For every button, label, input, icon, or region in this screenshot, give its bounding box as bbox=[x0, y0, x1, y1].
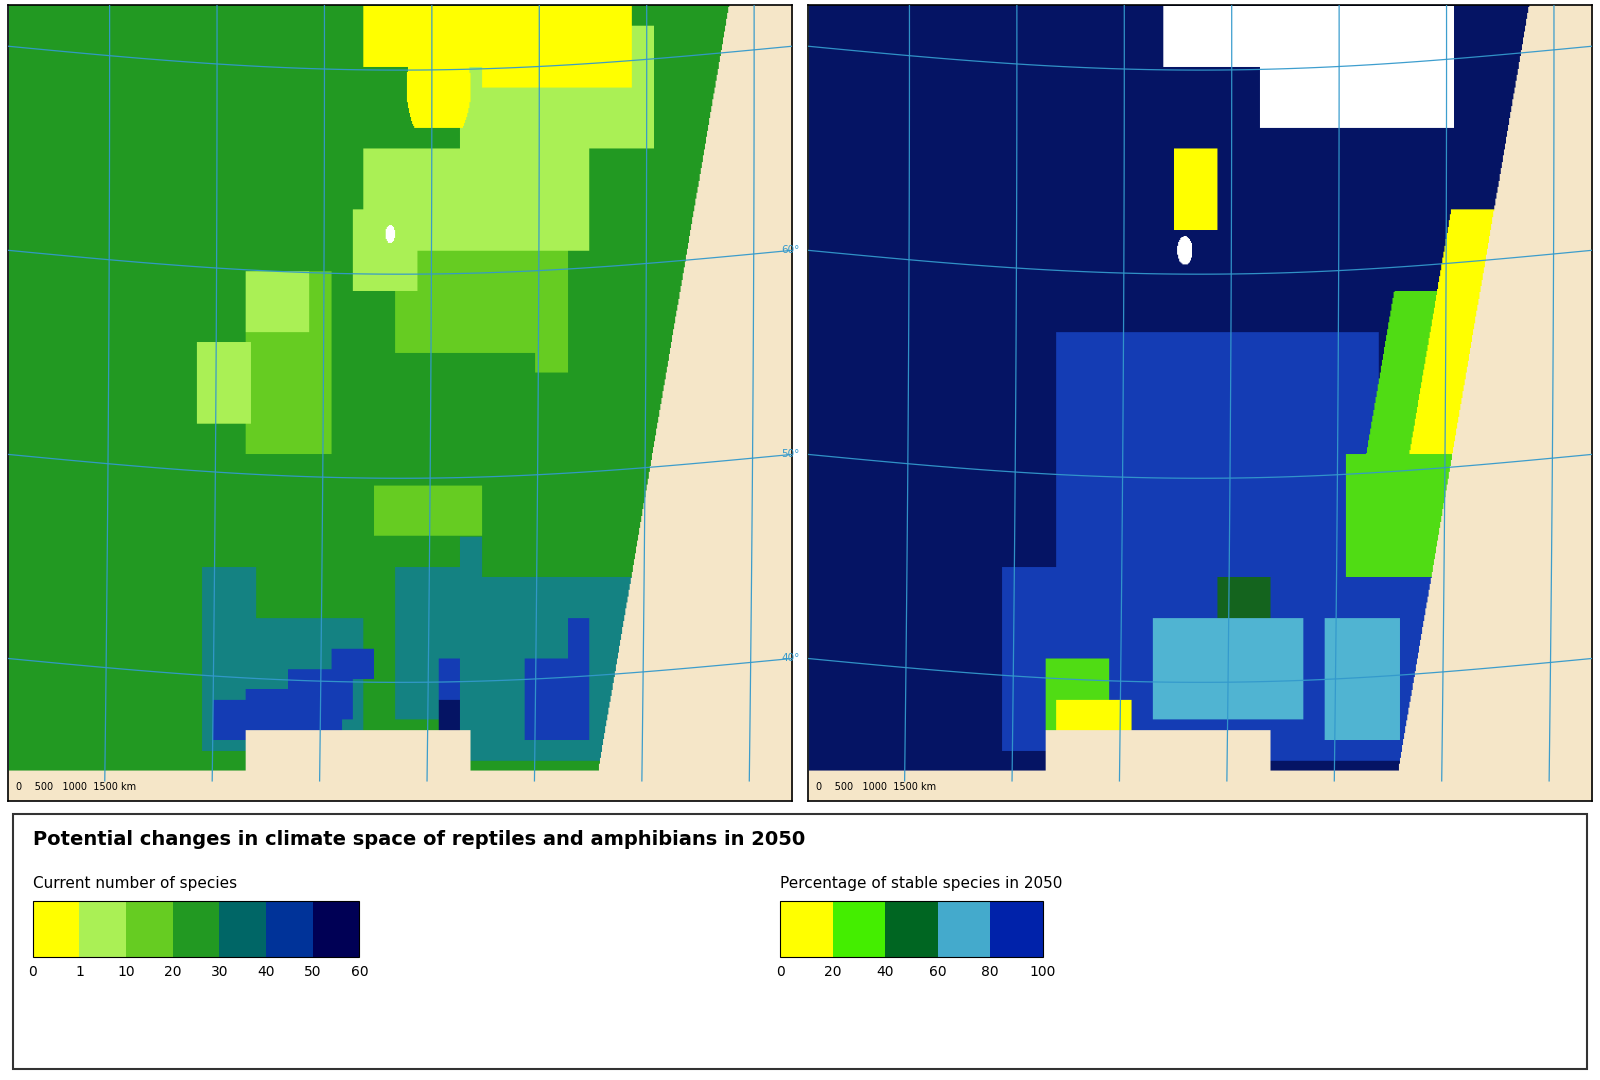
Text: 0    500   1000  1500 km: 0 500 1000 1500 km bbox=[816, 782, 936, 792]
Bar bbox=[312, 901, 360, 957]
Text: 0    500   1000  1500 km: 0 500 1000 1500 km bbox=[16, 782, 136, 792]
Bar bbox=[32, 901, 80, 957]
Bar bbox=[126, 901, 173, 957]
Text: 20: 20 bbox=[824, 966, 842, 980]
Text: 0: 0 bbox=[29, 966, 37, 980]
Text: 50°: 50° bbox=[781, 449, 800, 459]
Text: 60°: 60° bbox=[781, 245, 800, 255]
Text: 50: 50 bbox=[304, 966, 322, 980]
Bar bbox=[938, 901, 990, 957]
Text: Percentage of stable species in 2050: Percentage of stable species in 2050 bbox=[781, 876, 1062, 891]
Bar bbox=[32, 901, 360, 957]
Bar bbox=[80, 901, 126, 957]
Bar bbox=[219, 901, 266, 957]
Text: 100: 100 bbox=[1029, 966, 1056, 980]
Bar bbox=[832, 901, 885, 957]
Text: 60: 60 bbox=[350, 966, 368, 980]
Text: 60: 60 bbox=[928, 966, 947, 980]
Text: 0: 0 bbox=[776, 966, 784, 980]
Bar bbox=[885, 901, 938, 957]
Text: 30: 30 bbox=[211, 966, 229, 980]
Text: 40°: 40° bbox=[781, 653, 800, 663]
Bar bbox=[173, 901, 219, 957]
Bar bbox=[266, 901, 312, 957]
Text: 1: 1 bbox=[75, 966, 83, 980]
Text: 40: 40 bbox=[258, 966, 275, 980]
Text: 80: 80 bbox=[981, 966, 998, 980]
Text: 10: 10 bbox=[117, 966, 134, 980]
Text: Current number of species: Current number of species bbox=[32, 876, 237, 891]
Text: Potential changes in climate space of reptiles and amphibians in 2050: Potential changes in climate space of re… bbox=[32, 829, 805, 849]
Bar bbox=[781, 901, 1043, 957]
Text: 20: 20 bbox=[165, 966, 181, 980]
Bar bbox=[990, 901, 1043, 957]
Bar bbox=[781, 901, 832, 957]
Text: 40: 40 bbox=[877, 966, 894, 980]
